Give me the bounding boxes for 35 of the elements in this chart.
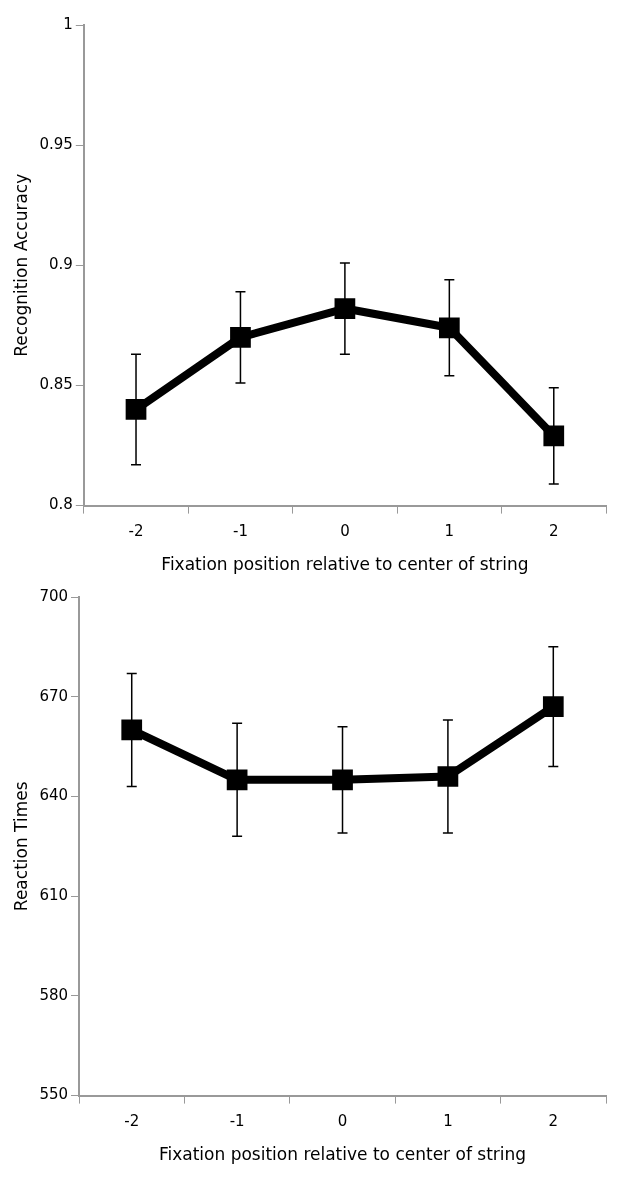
point — [437, 766, 459, 787]
point — [542, 696, 564, 718]
point — [334, 298, 356, 319]
x-tick-label: 0 — [340, 522, 350, 541]
x-tick-label: 1 — [443, 1112, 453, 1131]
x-tick-label: 1 — [444, 522, 455, 541]
point — [543, 425, 565, 447]
y-tick-label: 700 — [39, 586, 69, 605]
y-axis-title: Recognition Accuracy — [10, 173, 31, 357]
point — [125, 399, 147, 420]
y-tick-label: 0.95 — [39, 135, 73, 154]
x-tick-label: -2 — [124, 1112, 140, 1131]
x-tick-label: 0 — [337, 1112, 348, 1131]
x-axis-title: Fixation position relative to center of string — [161, 554, 529, 575]
y-tick-label: 0.8 — [48, 495, 73, 514]
y-tick-label: 0.9 — [48, 255, 73, 274]
y-tick-label: 1 — [63, 14, 73, 33]
y-tick-label: 610 — [39, 886, 69, 905]
y-tick-label: 550 — [39, 1085, 69, 1104]
point — [226, 769, 248, 791]
x-tick-label: 2 — [548, 1112, 559, 1131]
x-tick-label: -2 — [128, 522, 144, 541]
point — [332, 769, 353, 791]
y-tick-label: 640 — [39, 786, 69, 805]
y-tick-label: 580 — [39, 985, 69, 1004]
x-tick-label: -1 — [232, 522, 248, 541]
y-tick-label: 0.85 — [39, 375, 73, 394]
x-axis-title: Fixation position relative to center of string — [158, 1144, 527, 1165]
y-tick-label: 670 — [39, 686, 69, 705]
point — [438, 317, 460, 339]
point — [230, 327, 251, 348]
y-axis-title: Reaction Times — [10, 781, 31, 912]
x-tick-label: 2 — [549, 522, 559, 541]
point — [121, 719, 143, 741]
x-tick-label: -1 — [229, 1112, 245, 1131]
